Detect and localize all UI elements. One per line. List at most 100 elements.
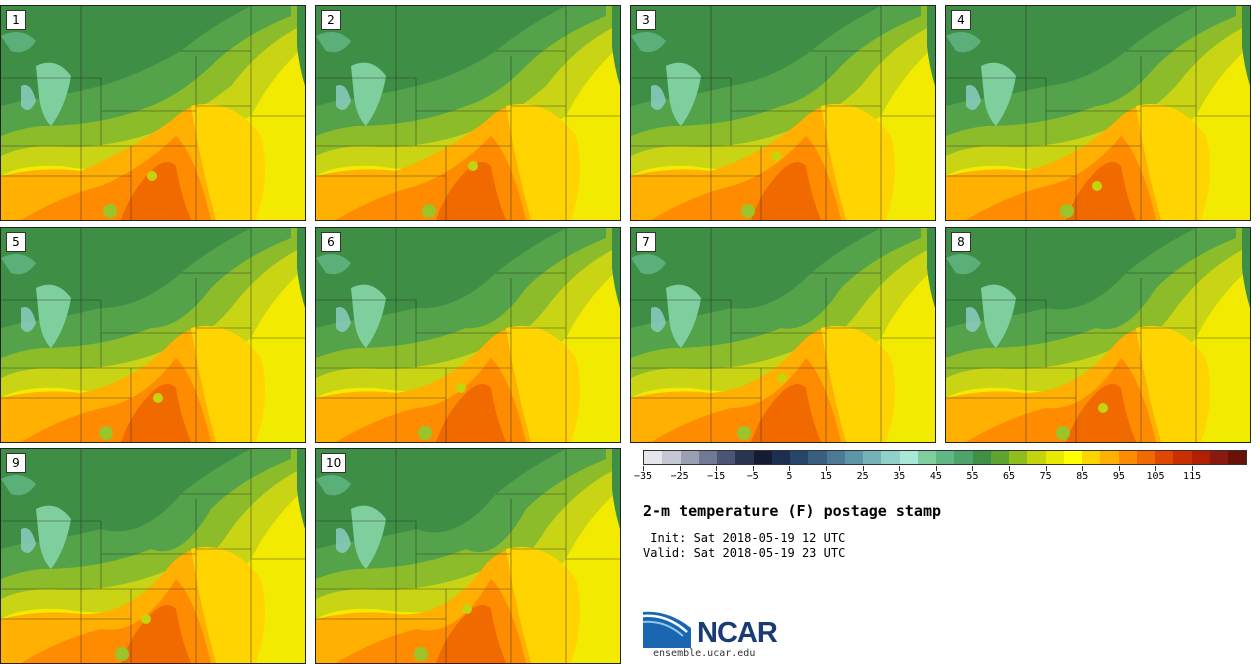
colorbar-tick-label: −15 [707,471,726,482]
temperature-colorbar [643,450,1247,465]
colorbar-bin [1009,451,1028,464]
colorbar-tick-label: 35 [893,471,906,482]
member-label: 2 [321,10,341,30]
colorbar-bin [698,451,717,464]
init-time: Init: Sat 2018-05-19 12 UTC [643,531,846,545]
colorbar-tick [935,466,937,471]
colorbar-tick [1009,466,1011,471]
colorbar-tick-label: −35 [633,471,653,482]
colorbar-tick-label: 5 [786,471,793,482]
colorbar-bin [1118,451,1137,464]
colorbar-bin [917,451,936,464]
forecast-panel-1[interactable]: 1 [0,5,306,221]
temperature-map [316,449,620,663]
colorbar-tick-label: −5 [746,471,759,482]
temperature-map [631,228,935,442]
member-label: 6 [321,232,341,252]
colorbar-tick [1155,466,1157,471]
colorbar-tick [752,466,754,471]
colorbar-bin [808,451,827,464]
colorbar-tick-label: 25 [856,471,869,482]
colorbar-bin [1155,451,1174,464]
temperature-map [316,6,620,220]
forecast-panel-3[interactable]: 3 [630,5,936,221]
chart-title: 2-m temperature (F) postage stamp [643,502,942,520]
colorbar-bin [899,451,918,464]
colorbar-bin [1228,451,1247,464]
colorbar-tick-label: 55 [966,471,979,482]
colorbar-tick-label: 75 [1039,471,1052,482]
forecast-panel-2[interactable]: 2 [315,5,621,221]
colorbar-tick-label: 115 [1183,471,1202,482]
colorbar-bin [936,451,955,464]
colorbar-bin [662,451,681,464]
colorbar-bin [1100,451,1119,464]
colorbar-tick [862,466,864,471]
member-label: 9 [6,453,26,473]
ncar-logo-text: NCAR [697,617,778,649]
temperature-map [946,228,1250,442]
member-label: 5 [6,232,26,252]
colorbar-bin [1173,451,1192,464]
colorbar-bin [680,451,699,464]
colorbar-tick [1082,466,1084,471]
member-label: 7 [636,232,656,252]
ncar-logo-icon [643,611,691,648]
member-label: 10 [321,453,347,473]
colorbar-bin [1027,451,1046,464]
colorbar-tick [826,466,828,471]
source-url: ensemble.ucar.edu [653,648,756,659]
colorbar-bin [1063,451,1082,464]
colorbar-tick [789,466,791,471]
forecast-panel-9[interactable]: 9 [0,448,306,664]
colorbar-bin [881,451,900,464]
colorbar-bin [972,451,991,464]
member-label: 1 [6,10,26,30]
temperature-map [946,6,1250,220]
colorbar-bin [644,451,663,464]
colorbar-tick-label: 85 [1076,471,1089,482]
colorbar-tick [1045,466,1047,471]
temperature-map [1,449,305,663]
colorbar-tick-label: 45 [929,471,942,482]
colorbar-bin [863,451,882,464]
forecast-panel-4[interactable]: 4 [945,5,1251,221]
colorbar-bin [717,451,736,464]
forecast-panel-10[interactable]: 10 [315,448,621,664]
temperature-map [1,6,305,220]
colorbar-tick [643,466,644,471]
temperature-map [631,6,935,220]
colorbar-bin [1136,451,1155,464]
colorbar-tick-label: 95 [1112,471,1125,482]
colorbar-bin [1082,451,1101,464]
colorbar-bin [990,451,1009,464]
colorbar-tick-label: −25 [670,471,689,482]
colorbar-bin [790,451,809,464]
member-label: 8 [951,232,971,252]
colorbar-bin [826,451,845,464]
colorbar-tick [716,466,718,471]
colorbar-bin [735,451,754,464]
colorbar-bin [1209,451,1228,464]
colorbar-tick [679,466,681,471]
temperature-map [1,228,305,442]
colorbar-bin [954,451,973,464]
colorbar-tick [899,466,901,471]
forecast-panel-8[interactable]: 8 [945,227,1251,443]
member-label: 4 [951,10,971,30]
colorbar-tick [1118,466,1120,471]
colorbar-tick [1192,466,1194,471]
forecast-panel-7[interactable]: 7 [630,227,936,443]
colorbar-tick-label: 105 [1146,471,1165,482]
colorbar-bin [1191,451,1210,464]
member-label: 3 [636,10,656,30]
temperature-map [316,228,620,442]
colorbar-bin [844,451,863,464]
forecast-panel-6[interactable]: 6 [315,227,621,443]
colorbar-tick-label: 65 [1003,471,1016,482]
colorbar-tick-label: 15 [819,471,833,482]
colorbar-ticks: −35 −25 −15 −5 5 15 25 35 45 55 65 75 85 95 105 115 [634,466,1247,490]
valid-time: Valid: Sat 2018-05-19 23 UTC [643,546,846,560]
forecast-panel-5[interactable]: 5 [0,227,306,443]
colorbar-bin [753,451,772,464]
